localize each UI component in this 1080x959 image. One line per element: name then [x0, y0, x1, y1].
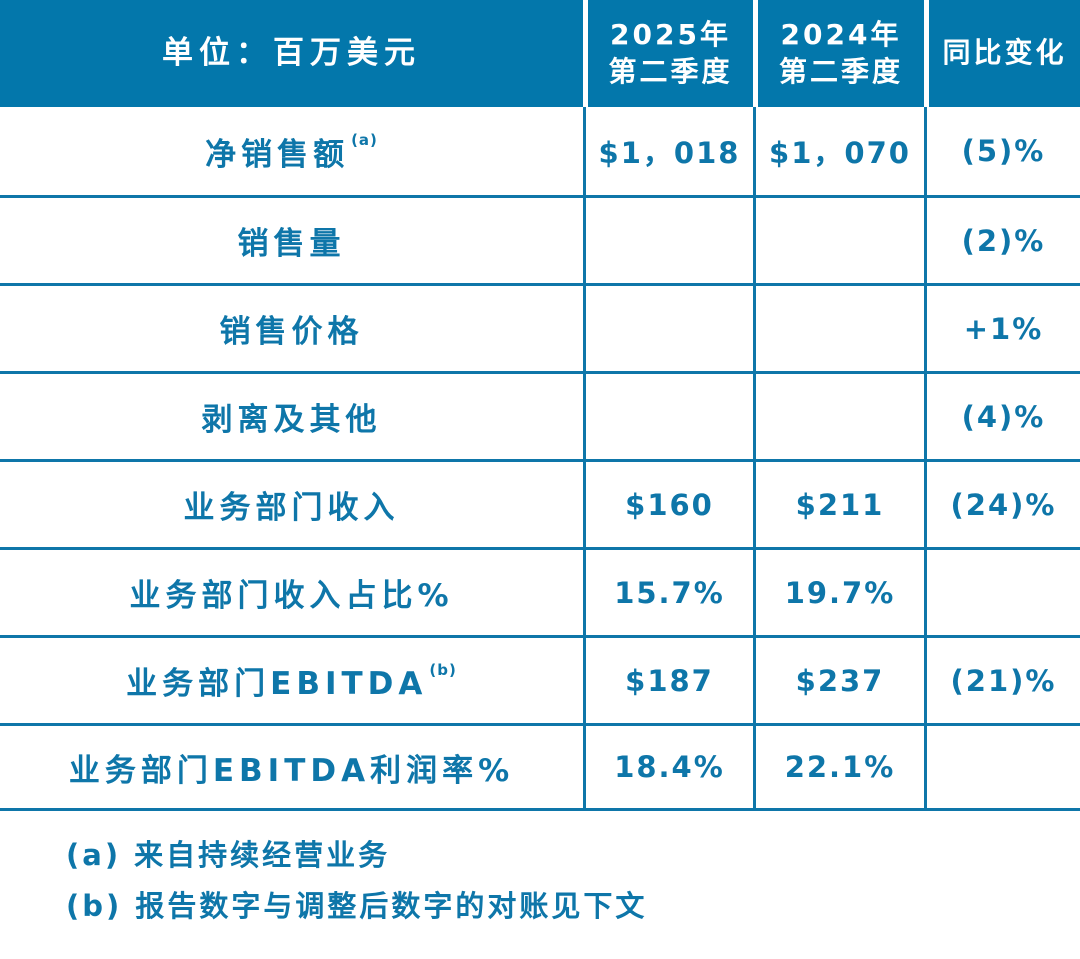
- row-income-margin-2024: 19.7%: [753, 547, 924, 635]
- row-net-sales-2024: $1，070: [753, 107, 924, 195]
- row-segment-ebitda-2025: $187: [583, 635, 753, 723]
- unit-label-text: 单位：百万美元: [162, 35, 421, 72]
- footnotes-block: (a) 来自持续经营业务 (b) 报告数字与调整后数字的对账见下文: [66, 841, 1080, 921]
- row-ebitda-margin-yoy: [924, 723, 1080, 811]
- row-volume-label: 销售量: [0, 195, 583, 283]
- row-price-2024: [753, 283, 924, 371]
- row-divestiture-2024: [753, 371, 924, 459]
- row-income-margin-2025: 15.7%: [583, 547, 753, 635]
- row-net-sales-yoy: (5)%: [924, 107, 1080, 195]
- q2-2025-line1: 2025年: [610, 18, 731, 52]
- header-unit-label: 单位：百万美元: [0, 0, 583, 107]
- row-segment-ebitda-yoy: (21)%: [924, 635, 1080, 723]
- q2-2024-line1: 2024年: [780, 18, 902, 52]
- table-header-row: 单位：百万美元 2025年 第二季度 2024年 第二季度 同比变化: [0, 0, 1080, 107]
- row-volume-yoy: (2)%: [924, 195, 1080, 283]
- row-label-text: 剥离及其他: [201, 402, 382, 438]
- row-income-margin-yoy: [924, 547, 1080, 635]
- row-net-sales-label: 净销售额 (a): [0, 107, 583, 195]
- row-ebitda-margin-2024: 22.1%: [753, 723, 924, 811]
- row-price-yoy: +1%: [924, 283, 1080, 371]
- row-segment-income-2024: $211: [753, 459, 924, 547]
- row-segment-ebitda-label: 业务部门EBITDA (b): [0, 635, 583, 723]
- row-label-text: 业务部门EBITDA利润率%: [68, 752, 515, 789]
- footnote-marker-a: (a): [351, 131, 378, 149]
- row-label-text: 业务部门收入: [183, 490, 400, 526]
- row-divestiture-2025: [583, 371, 753, 459]
- footnote-marker-b: (b): [429, 660, 457, 679]
- table-body: 净销售额 (a) $1，018 $1，070 (5)% 销售量 (2)% 销售价格…: [0, 107, 1080, 811]
- header-col-yoy: 同比变化: [924, 0, 1080, 107]
- row-income-margin-label: 业务部门收入占比%: [0, 547, 583, 635]
- row-label-text: 业务部门EBITDA: [126, 666, 428, 702]
- row-segment-income-yoy: (24)%: [924, 459, 1080, 547]
- row-volume-2025: [583, 195, 753, 283]
- row-volume-2024: [753, 195, 924, 283]
- footnote-b: (b) 报告数字与调整后数字的对账见下文: [66, 889, 648, 923]
- row-segment-ebitda-2024: $237: [753, 635, 924, 723]
- row-segment-income-2025: $160: [583, 459, 753, 547]
- row-net-sales-2025: $1，018: [583, 107, 753, 195]
- row-divestiture-yoy: (4)%: [924, 371, 1080, 459]
- row-divestiture-label: 剥离及其他: [0, 371, 583, 459]
- row-price-label: 销售价格: [0, 283, 583, 371]
- header-col-q2-2025: 2025年 第二季度: [583, 0, 753, 107]
- header-col-q2-2024: 2024年 第二季度: [753, 0, 924, 107]
- row-label-text: 业务部门收入占比%: [129, 578, 454, 614]
- row-label-text: 净销售额: [205, 136, 350, 173]
- q2-2025-line2: 第二季度: [608, 54, 733, 88]
- row-price-2025: [583, 283, 753, 371]
- row-label-text: 销售价格: [219, 314, 364, 350]
- q2-2024-line2: 第二季度: [778, 54, 903, 88]
- footnote-a: (a) 来自持续经营业务: [66, 838, 391, 872]
- row-label-text: 销售量: [237, 226, 346, 262]
- row-ebitda-margin-label: 业务部门EBITDA利润率%: [0, 723, 583, 811]
- row-ebitda-margin-2025: 18.4%: [583, 723, 753, 811]
- row-segment-income-label: 业务部门收入: [0, 459, 583, 547]
- yoy-header-text: 同比变化: [942, 36, 1067, 70]
